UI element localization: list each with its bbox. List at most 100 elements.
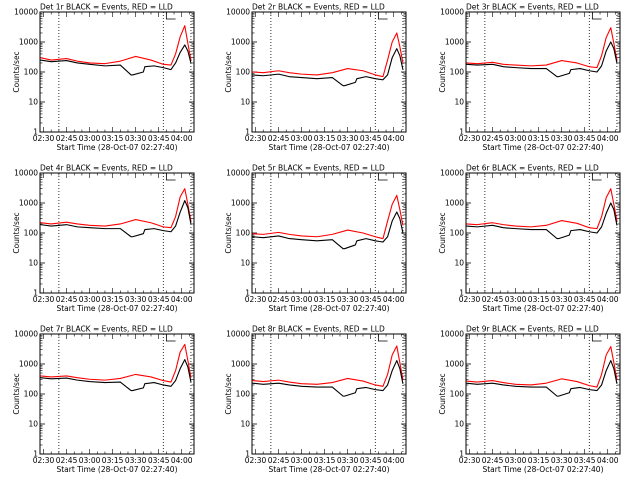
- interval-marker: [591, 334, 602, 342]
- x-tick-label: 03:30: [337, 456, 359, 465]
- chart-title: Det 6r BLACK = Events, RED = LLD: [466, 164, 599, 173]
- chart-title: Det 3r BLACK = Events, RED = LLD: [466, 3, 599, 12]
- series-line-lld: [40, 343, 192, 383]
- x-tick-label: 03:00: [291, 134, 313, 143]
- series-line-events: [466, 41, 618, 78]
- plot-frame: [251, 11, 407, 133]
- y-tick-label: 10000: [440, 8, 464, 17]
- chart-panel-2: Det 2r BLACK = Events, RED = LLD 1 10 100 10…: [224, 3, 407, 152]
- x-tick-label: 04:00: [171, 456, 193, 465]
- x-axis-label: Start Time (28-Oct-07 02:27:40): [268, 304, 389, 313]
- x-tick-label: 03:30: [337, 295, 359, 304]
- x-tick-label: 03:00: [505, 295, 527, 304]
- x-tick-label: 03:45: [574, 134, 596, 143]
- series-line-lld: [40, 188, 192, 229]
- chart-panel-5: Det 5r BLACK = Events, RED = LLD 1 10 100 10…: [224, 164, 407, 313]
- y-tick-label: 1000: [231, 360, 250, 369]
- y-tick-label: 1000: [445, 38, 464, 47]
- chart-panel-6: Det 6r BLACK = Events, RED = LLD 1 10 100 10…: [438, 164, 621, 313]
- x-axis-label: Start Time (28-Oct-07 02:27:40): [56, 465, 177, 474]
- series-line-events: [40, 200, 192, 238]
- chart-panel-9: Det 9r BLACK = Events, RED = LLD 1 10 100 10…: [438, 325, 621, 474]
- y-tick-label: 100: [450, 68, 465, 77]
- x-tick-label: 04:00: [597, 456, 619, 465]
- plot-frame: [39, 333, 195, 455]
- x-tick-label: 02:30: [33, 295, 55, 304]
- x-tick-label: 03:15: [102, 295, 124, 304]
- plot-frame: [39, 11, 195, 133]
- series-line-events: [252, 48, 404, 87]
- x-tick-label: 03:15: [102, 134, 124, 143]
- x-tick-label: 02:45: [482, 456, 504, 465]
- y-tick-label: 10000: [14, 330, 38, 339]
- x-tick-label: 03:45: [148, 456, 170, 465]
- y-tick-label: 1: [245, 289, 250, 298]
- series-line-events: [466, 360, 618, 397]
- series-line-lld: [466, 346, 618, 388]
- y-tick-label: 1000: [445, 360, 464, 369]
- x-tick-label: 04:00: [171, 134, 193, 143]
- series-line-events: [40, 44, 192, 76]
- y-tick-label: 1: [33, 289, 38, 298]
- x-tick-label: 04:00: [171, 295, 193, 304]
- x-tick-label: 03:30: [125, 456, 147, 465]
- x-tick-label: 03:45: [360, 134, 382, 143]
- y-tick-label: 10000: [440, 330, 464, 339]
- plot-frame: [465, 333, 621, 455]
- x-axis-label: Start Time (28-Oct-07 02:27:40): [56, 304, 177, 313]
- x-tick-label: 02:45: [268, 134, 290, 143]
- y-tick-label: 10000: [226, 8, 250, 17]
- y-tick-label: 100: [236, 68, 251, 77]
- y-axis-label: Counts/sec: [12, 51, 21, 92]
- y-tick-label: 10: [240, 259, 250, 268]
- y-tick-label: 10: [28, 420, 38, 429]
- y-axis-label: Counts/sec: [224, 212, 233, 253]
- interval-marker: [377, 173, 388, 181]
- x-tick-label: 03:00: [79, 456, 101, 465]
- y-tick-label: 1: [459, 289, 464, 298]
- x-tick-label: 03:00: [505, 456, 527, 465]
- x-tick-label: 02:45: [56, 456, 78, 465]
- x-tick-label: 02:30: [33, 134, 55, 143]
- y-axis-label: Counts/sec: [12, 373, 21, 414]
- x-tick-label: 03:15: [314, 456, 336, 465]
- x-axis-label: Start Time (28-Oct-07 02:27:40): [482, 465, 603, 474]
- x-tick-label: 03:30: [551, 456, 573, 465]
- chart-title: Det 9r BLACK = Events, RED = LLD: [466, 325, 599, 334]
- y-tick-label: 10000: [14, 8, 38, 17]
- y-tick-label: 10: [454, 420, 464, 429]
- x-tick-label: 03:15: [314, 134, 336, 143]
- y-tick-label: 10000: [14, 169, 38, 178]
- x-tick-label: 03:15: [528, 134, 550, 143]
- x-tick-label: 02:45: [56, 295, 78, 304]
- y-tick-label: 1: [459, 128, 464, 137]
- chart-panel-3: Det 3r BLACK = Events, RED = LLD 1 10 100 10…: [438, 3, 621, 152]
- x-tick-label: 03:15: [314, 295, 336, 304]
- plot-frame: [251, 333, 407, 455]
- x-tick-label: 02:30: [459, 295, 481, 304]
- y-tick-label: 1000: [19, 38, 38, 47]
- x-tick-label: 03:15: [528, 295, 550, 304]
- y-tick-label: 100: [24, 390, 39, 399]
- series-line-lld: [466, 27, 618, 69]
- y-tick-label: 10: [28, 259, 38, 268]
- x-tick-label: 03:15: [102, 456, 124, 465]
- x-axis-label: Start Time (28-Oct-07 02:27:40): [482, 143, 603, 152]
- y-tick-label: 100: [236, 390, 251, 399]
- y-tick-label: 10: [240, 98, 250, 107]
- y-axis-label: Counts/sec: [438, 51, 447, 92]
- series-line-lld: [466, 188, 618, 230]
- y-tick-label: 100: [236, 229, 251, 238]
- x-tick-label: 03:45: [360, 295, 382, 304]
- x-axis-label: Start Time (28-Oct-07 02:27:40): [56, 143, 177, 152]
- x-tick-label: 04:00: [597, 134, 619, 143]
- series-line-events: [252, 211, 404, 250]
- x-tick-label: 03:45: [360, 456, 382, 465]
- y-tick-label: 10: [454, 259, 464, 268]
- y-tick-label: 1000: [19, 360, 38, 369]
- x-tick-label: 02:30: [459, 456, 481, 465]
- x-axis-label: Start Time (28-Oct-07 02:27:40): [482, 304, 603, 313]
- series-line-events: [40, 359, 192, 392]
- chart-title: Det 8r BLACK = Events, RED = LLD: [252, 325, 385, 334]
- y-tick-label: 1000: [445, 199, 464, 208]
